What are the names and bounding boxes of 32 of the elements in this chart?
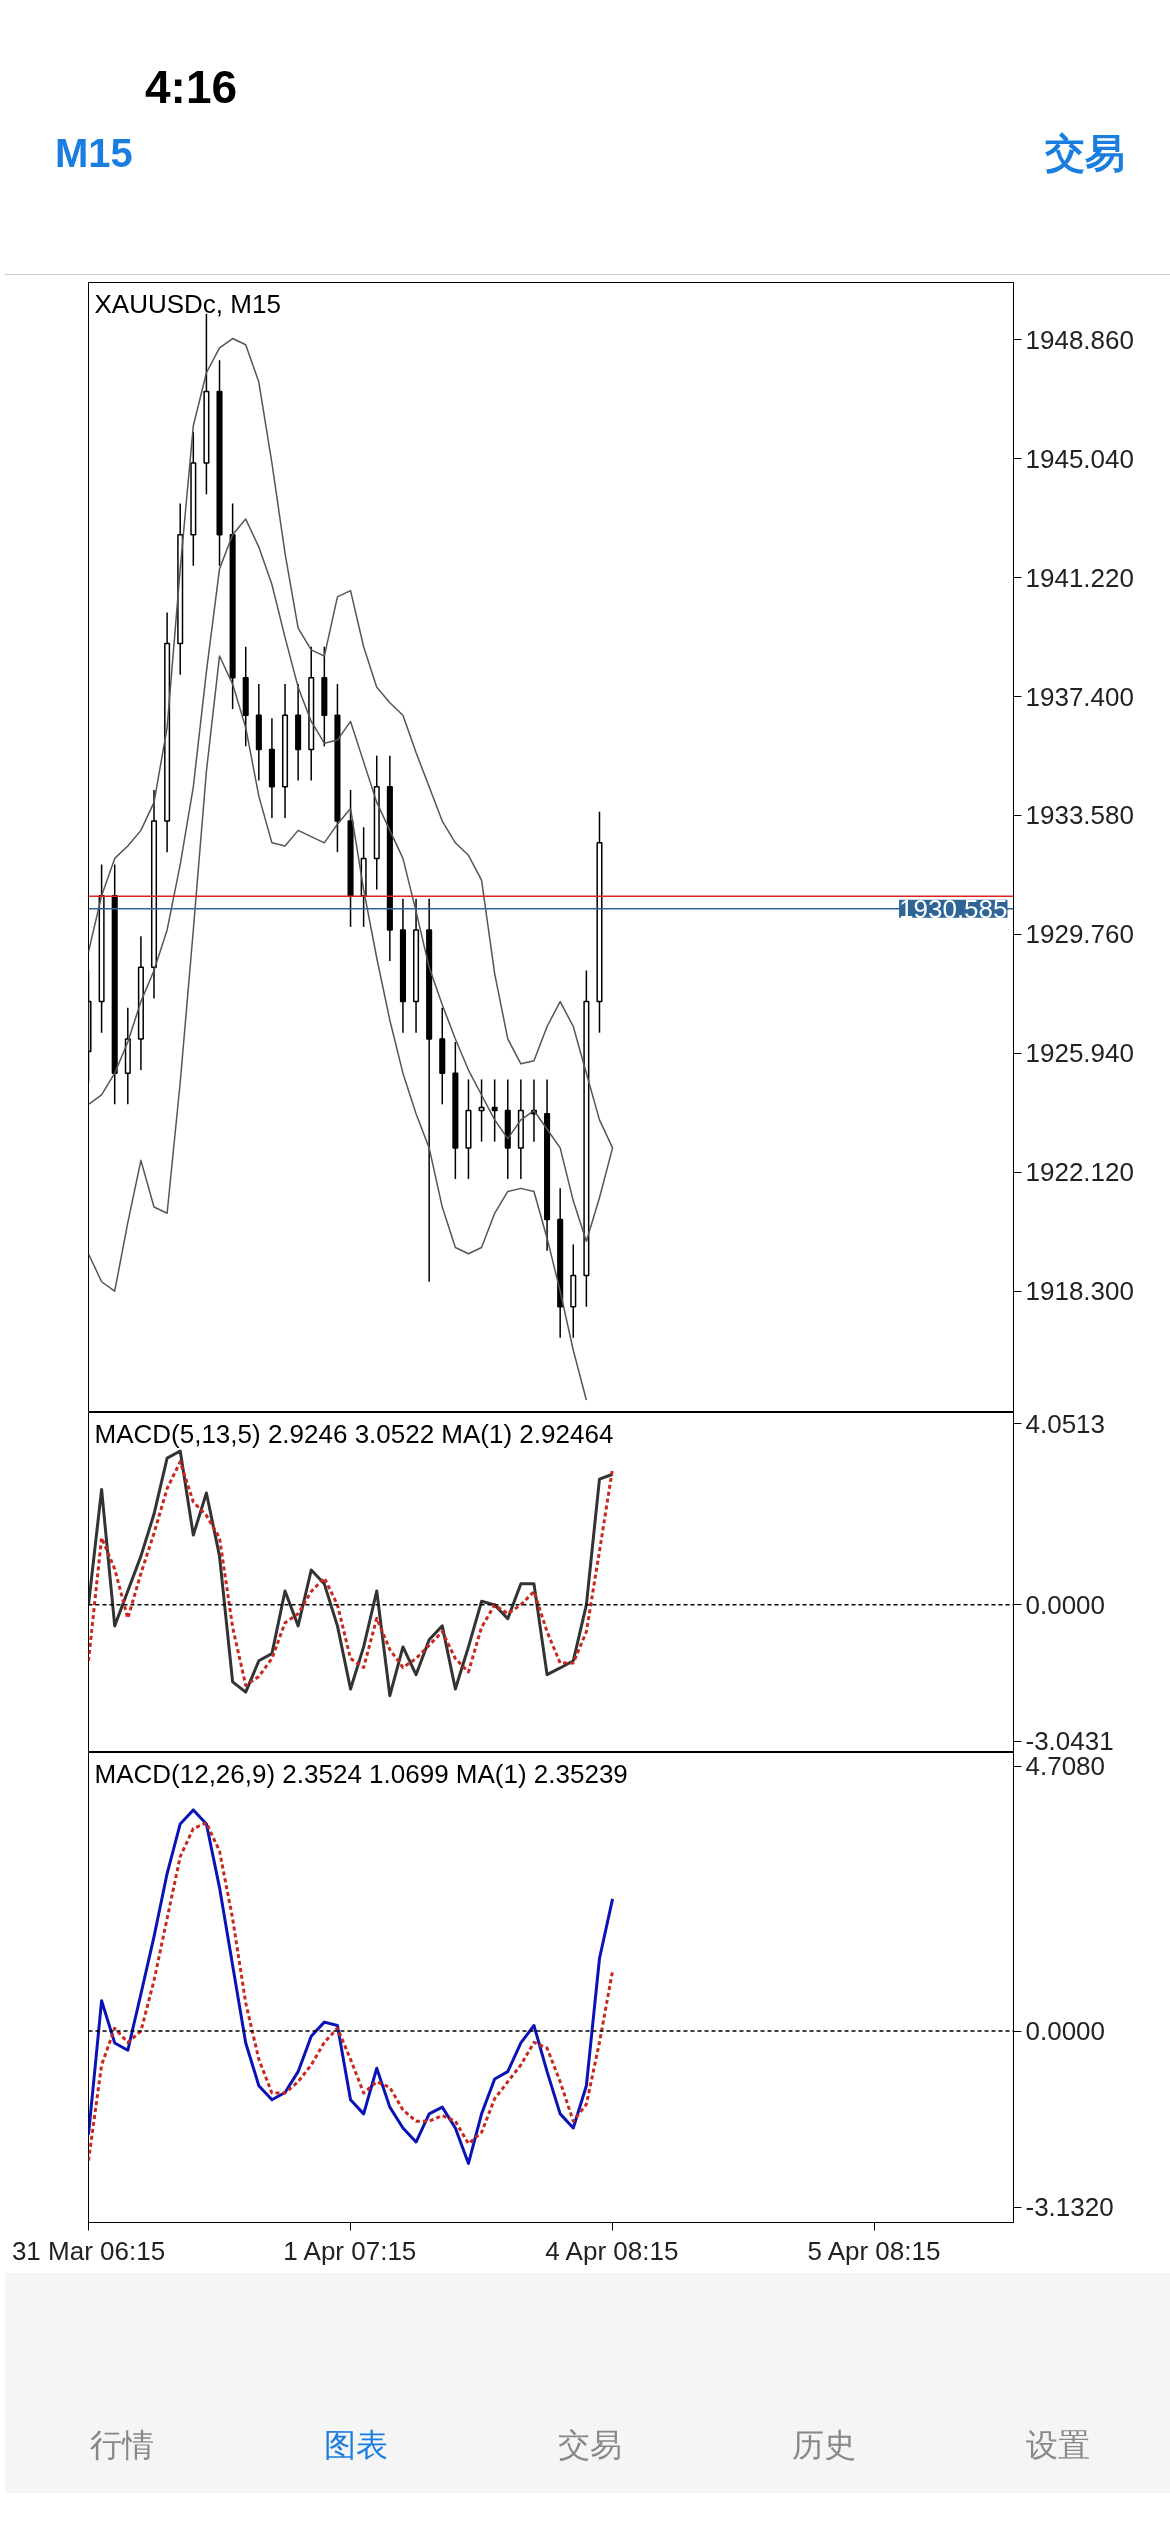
y-tick-label: 1948.860 (1025, 324, 1134, 355)
candlestick (491, 1078, 498, 1143)
chart-title: XAUUSDc, M15 (94, 288, 281, 319)
text: 4:16 (144, 60, 239, 113)
text: M15 (55, 130, 133, 177)
text: 历史 (791, 2426, 857, 2465)
ref-line-label: 1930.585 (899, 893, 1008, 924)
y-tick-label: 1918.300 (1025, 1276, 1134, 1307)
y-tick-label: 1945.040 (1025, 443, 1134, 474)
y-tick-label: 1925.940 (1025, 1038, 1134, 1069)
text: 设置 (1025, 2426, 1091, 2465)
text: 交易 (1045, 130, 1125, 177)
text: 交易 (557, 2426, 623, 2465)
text: 行情 (89, 2426, 155, 2465)
y-tick-label: 1933.580 (1025, 800, 1134, 831)
y-tick-label: -3.1320 (1025, 2192, 1114, 2223)
y-tick-label: 1922.120 (1025, 1157, 1134, 1188)
y-tick-label: 0.0000 (1025, 2016, 1106, 2047)
x-tick-label: 4 Apr 08:15 (545, 2235, 679, 2266)
y-tick-label: 1941.220 (1025, 562, 1134, 593)
candlestick (478, 1078, 485, 1143)
x-tick-label: 31 Mar 06:15 (11, 2235, 166, 2266)
text: 图表 (323, 2426, 389, 2465)
line-series (88, 655, 588, 1401)
y-tick-label: 4.0513 (1025, 1408, 1106, 1439)
chart-title: MACD(5,13,5) 2.9246 3.0522 MA(1) 2.92464 (94, 1418, 614, 1449)
x-tick-label: 5 Apr 08:15 (807, 2235, 941, 2266)
y-tick-label: 1929.760 (1025, 919, 1134, 950)
x-tick-label: 1 Apr 07:15 (283, 2235, 417, 2266)
y-tick-label: 1937.400 (1025, 681, 1134, 712)
y-tick-label: 0.0000 (1025, 1589, 1106, 1620)
chart-title: MACD(12,26,9) 2.3524 1.0699 MA(1) 2.35239 (94, 1758, 628, 1789)
